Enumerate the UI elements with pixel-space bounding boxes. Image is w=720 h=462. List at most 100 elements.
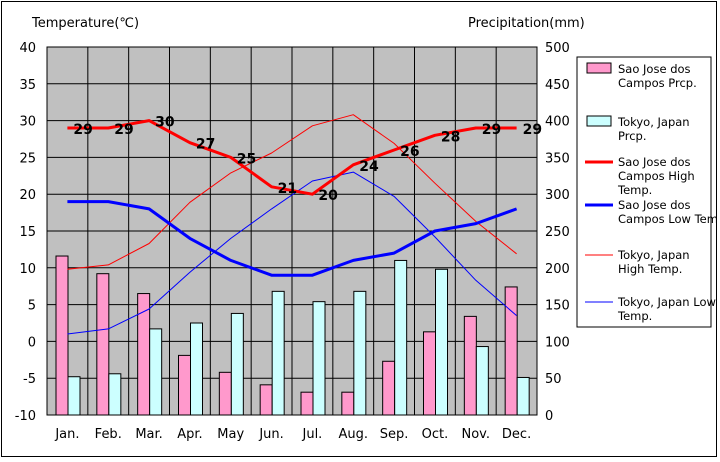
x-tick-label: Oct. <box>422 427 449 442</box>
y-left-tick-label: -10 <box>15 409 36 424</box>
y-right-tick-label: 250 <box>545 225 570 240</box>
y-left-tick-label: 25 <box>19 151 36 166</box>
bar-sjc-prcp <box>300 391 314 416</box>
bar-tokyo-prcp <box>394 259 408 416</box>
x-tick-label: Aug. <box>338 427 368 442</box>
bar-tokyo-prcp <box>108 373 122 416</box>
legend-label-line: Campos Low Temp. <box>618 212 718 226</box>
y-left-tick-label: 20 <box>19 188 36 203</box>
x-tick-label: Dec. <box>502 427 531 442</box>
bar-tokyo-prcp <box>353 290 367 416</box>
bar-sjc-prcp <box>218 371 232 416</box>
legend: Sao Jose dos Campos Prcp.Tokyo, Japan Prcp… <box>576 56 720 328</box>
legend-box <box>576 56 712 328</box>
bar-tokyo-prcp <box>516 376 530 416</box>
bar-tokyo-prcp <box>475 346 489 416</box>
bar-tokyo-prcp <box>271 290 285 416</box>
y-left-tick-label: 15 <box>19 225 36 240</box>
bar-sjc-prcp <box>504 286 518 416</box>
y-right-tick-label: 50 <box>545 372 562 387</box>
bar-sjc-prcp <box>341 391 355 416</box>
x-tick-label: Jan. <box>54 427 79 442</box>
x-tick-label: Feb. <box>95 427 122 442</box>
y-right-tick-label: 500 <box>545 41 570 56</box>
data-label: 27 <box>196 137 215 153</box>
legend-label: Tokyo, Japan Prcp. <box>617 115 690 143</box>
legend-label-line: Prcp. <box>618 129 647 143</box>
y-right-tick-label: 400 <box>545 115 570 130</box>
bar-tokyo-prcp <box>312 301 326 416</box>
bar-sjc-prcp <box>463 315 477 416</box>
y-left-tick-label: 5 <box>28 299 36 314</box>
bar-tokyo-prcp <box>190 322 203 416</box>
bar-sjc-prcp <box>178 354 191 416</box>
bar-sjc-prcp <box>96 273 110 416</box>
x-tick-label: Mar. <box>135 427 162 442</box>
data-label: 29 <box>114 122 133 138</box>
x-tick-label: Apr. <box>177 427 202 442</box>
y-right-tick-label: 450 <box>545 78 570 93</box>
data-label: 29 <box>73 122 92 138</box>
line-tokyo-japan-low-temp <box>67 171 517 335</box>
bar-sjc-prcp <box>423 331 436 416</box>
line-sao-jose-dos-campos-low-temp <box>67 200 518 277</box>
bar-tokyo-prcp <box>230 312 244 416</box>
y-right-tick-label: 300 <box>545 188 570 203</box>
legend-swatch <box>586 62 612 74</box>
plot-area: -10-505101520253035400501001502002503003… <box>15 41 570 442</box>
data-label: 26 <box>400 144 419 160</box>
y-left-tick-label: 10 <box>19 262 36 277</box>
legend-label: Tokyo, Japan High Temp. <box>617 248 690 276</box>
y-left-tick-label: 30 <box>19 115 36 130</box>
bar-tokyo-prcp <box>435 268 448 416</box>
y-right-tick-label: 350 <box>545 151 570 166</box>
bar-sjc-prcp <box>382 360 396 416</box>
data-label: 28 <box>441 129 460 145</box>
legend-label-line: Campos Prcp. <box>618 76 697 90</box>
y-right-tick-label: 200 <box>545 262 570 277</box>
line-tokyo-japan-high-temp <box>67 114 517 270</box>
y-left-tick-label: 35 <box>19 78 36 93</box>
legend-label: Sao Jose dos Campos Prcp. <box>618 62 697 90</box>
x-tick-label: Jun. <box>258 427 283 442</box>
x-tick-label: Sep. <box>380 427 409 442</box>
x-tick-label: Jul. <box>302 427 323 442</box>
legend-label-line: Sao Jose dos <box>618 155 691 169</box>
data-label: 29 <box>482 122 501 138</box>
x-tick-label: Nov. <box>462 427 491 442</box>
y-axis-right-title: Precipitation(mm) <box>468 16 585 31</box>
data-label: 20 <box>318 188 338 204</box>
bar-tokyo-prcp <box>67 376 81 416</box>
legend-label: Sao Jose dos Campos High Temp. <box>617 155 695 197</box>
data-label: 25 <box>237 151 256 167</box>
legend-label-line: Campos High <box>618 169 695 183</box>
y-left-tick-label: 40 <box>19 41 36 56</box>
legend-label-line: Tokyo, Japan <box>617 248 690 262</box>
y-axis-left-title: Temperature(℃) <box>31 16 139 31</box>
data-label: 24 <box>359 159 379 175</box>
x-tick-label: May <box>217 427 244 442</box>
legend-label-line: Sao Jose dos <box>618 198 691 212</box>
legend-label-line: Tokyo, Japan <box>617 115 690 129</box>
data-label: 30 <box>155 115 175 131</box>
legend-label: Sao Jose dos Campos Low Temp. <box>618 198 718 226</box>
bar-sjc-prcp <box>259 384 273 416</box>
data-label: 21 <box>278 181 297 197</box>
bar-sjc-prcp <box>55 255 69 416</box>
data-label: 29 <box>523 122 542 138</box>
legend-label-line: Sao Jose dos <box>618 62 691 76</box>
legend-label: Tokyo, Japan Low Temp. <box>617 295 716 323</box>
legend-label-line: Temp. <box>617 183 652 197</box>
y-right-tick-label: 0 <box>545 409 553 424</box>
line-sao-jose-dos-campos-high-temp <box>67 119 517 196</box>
legend-label-line: Tokyo, Japan Low <box>617 295 716 309</box>
legend-label-line: Temp. <box>617 309 652 323</box>
legend-swatch <box>586 115 612 127</box>
bar-tokyo-prcp <box>149 328 163 416</box>
y-left-tick-label: -5 <box>23 372 36 387</box>
legend-label-line: High Temp. <box>618 262 682 276</box>
y-left-tick-label: 0 <box>28 335 36 350</box>
y-right-tick-label: 100 <box>545 335 570 350</box>
